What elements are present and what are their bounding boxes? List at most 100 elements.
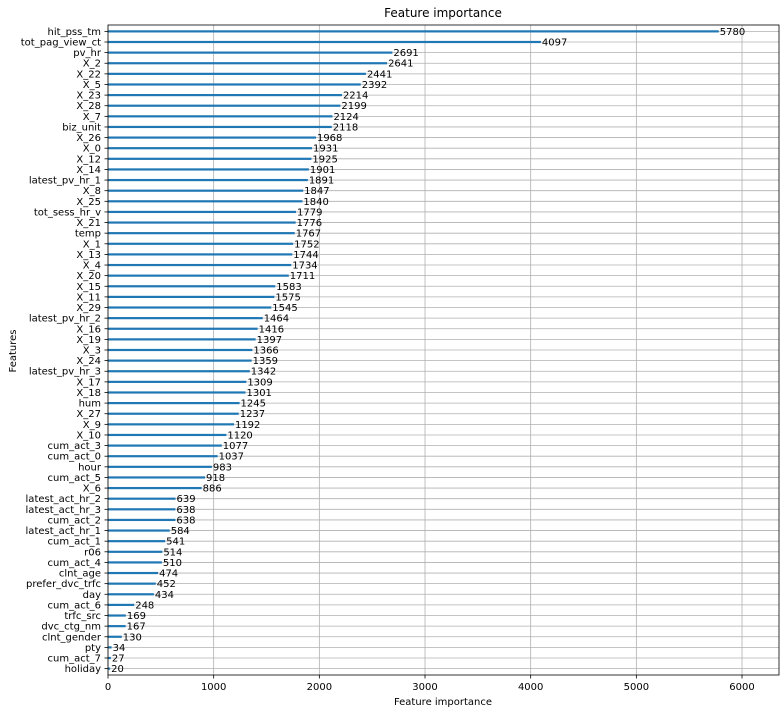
y-tick-label: X_9 xyxy=(83,420,101,431)
bar xyxy=(108,582,156,585)
bar-value-label: 1309 xyxy=(247,377,272,388)
bar xyxy=(108,540,166,543)
bar-value-label: 983 xyxy=(213,462,232,473)
bar xyxy=(108,508,176,511)
bar xyxy=(108,178,308,182)
bar xyxy=(108,30,719,33)
y-tick-label: temp xyxy=(75,229,101,240)
bar xyxy=(108,168,309,171)
bar xyxy=(108,295,275,298)
bar-value-label: 1901 xyxy=(310,165,335,176)
y-tick-label: pty xyxy=(85,643,101,654)
bar xyxy=(108,380,247,383)
y-tick-label: X_29 xyxy=(76,303,101,314)
bar-value-label: 1752 xyxy=(294,239,319,250)
y-tick-label: hour xyxy=(78,462,102,473)
y-tick-label: latest_act_hr_1 xyxy=(26,526,101,537)
bar xyxy=(108,232,295,235)
y-tick-label: hum xyxy=(79,399,101,410)
bar-value-label: 1891 xyxy=(309,176,334,187)
bar-value-label: 1120 xyxy=(227,430,252,441)
bar xyxy=(108,115,333,118)
bar xyxy=(108,51,393,54)
bar xyxy=(108,200,303,203)
bar xyxy=(108,603,135,607)
y-tick-label: X_5 xyxy=(83,80,101,91)
bar xyxy=(108,263,292,267)
y-tick-label: clnt_gender xyxy=(42,632,102,643)
bar-value-label: 2641 xyxy=(388,59,413,70)
y-tick-label: trfc_src xyxy=(64,611,101,622)
bar xyxy=(108,433,227,437)
bar xyxy=(108,423,234,426)
y-tick-label: dvc_ctg_nm xyxy=(41,622,101,633)
bar-value-label: 510 xyxy=(163,558,182,569)
bar-value-label: 34 xyxy=(113,643,126,654)
y-tick-label: latest_act_hr_2 xyxy=(26,494,101,505)
y-tick-label: latest_pv_hr_1 xyxy=(29,176,101,187)
y-tick-label: cum_act_1 xyxy=(48,537,102,548)
bar xyxy=(108,571,159,575)
bar-value-label: 638 xyxy=(176,505,195,516)
y-tick-label: X_15 xyxy=(76,282,101,293)
y-tick-label: X_18 xyxy=(76,388,101,399)
bar-value-label: 1779 xyxy=(297,207,322,218)
y-tick-label: cum_act_5 xyxy=(48,473,102,484)
y-tick-label: X_6 xyxy=(83,484,101,495)
bar xyxy=(108,189,304,192)
bar-value-label: 130 xyxy=(123,632,142,643)
bar-value-label: 1545 xyxy=(272,303,297,314)
bar-value-label: 2118 xyxy=(333,122,358,133)
y-tick-label: X_27 xyxy=(76,409,101,420)
bar xyxy=(108,72,366,75)
bar-value-label: 2441 xyxy=(367,69,392,80)
y-tick-label: pv_hr xyxy=(73,48,102,59)
bar xyxy=(108,359,252,362)
bar-value-label: 918 xyxy=(206,473,225,484)
y-axis-title: Features xyxy=(8,330,19,373)
bar xyxy=(108,242,294,245)
y-tick-label: X_12 xyxy=(76,154,101,165)
y-tick-label: X_26 xyxy=(76,133,101,144)
y-tick-label: X_7 xyxy=(83,112,101,123)
x-axis-title: Feature importance xyxy=(394,697,492,708)
bar-value-label: 1359 xyxy=(253,356,278,367)
x-tick-label: 3000 xyxy=(412,682,437,693)
bar-value-label: 639 xyxy=(177,494,196,505)
bar-value-label: 1077 xyxy=(223,441,248,452)
bar-value-label: 541 xyxy=(166,537,185,548)
bar xyxy=(108,486,202,490)
bar xyxy=(108,348,253,352)
bar-value-label: 1968 xyxy=(317,133,342,144)
bar xyxy=(108,370,250,373)
bar xyxy=(108,317,263,320)
y-tick-label: X_11 xyxy=(76,292,101,303)
bar xyxy=(108,635,122,638)
frame-layer xyxy=(104,24,780,679)
bar-value-label: 434 xyxy=(155,590,174,601)
bar-value-label: 1416 xyxy=(259,324,284,335)
y-tick-label: r06 xyxy=(84,547,101,558)
bar-value-label: 1397 xyxy=(257,335,282,346)
y-tick-label: cum_act_6 xyxy=(48,600,102,611)
y-tick-label: latest_pv_hr_3 xyxy=(29,367,101,378)
bar xyxy=(108,550,163,553)
y-tick-label: X_24 xyxy=(76,356,101,367)
y-tick-label: X_14 xyxy=(76,165,101,176)
y-tick-label: latest_act_hr_3 xyxy=(26,505,101,516)
x-tick-label: 2000 xyxy=(307,682,332,693)
bar xyxy=(108,147,313,150)
bar-value-label: 584 xyxy=(171,526,190,537)
bar xyxy=(108,444,222,447)
y-tick-label: hit_pss_tm xyxy=(48,27,101,38)
bar xyxy=(108,306,272,309)
bar-value-label: 167 xyxy=(127,622,146,633)
bar xyxy=(108,338,256,341)
bar xyxy=(108,476,206,479)
x-tick-label: 5000 xyxy=(624,682,649,693)
y-tick-label: X_23 xyxy=(76,91,101,102)
y-tick-label: X_1 xyxy=(83,239,101,250)
bar-value-label: 1767 xyxy=(296,229,321,240)
y-tick-label: X_25 xyxy=(76,197,101,208)
